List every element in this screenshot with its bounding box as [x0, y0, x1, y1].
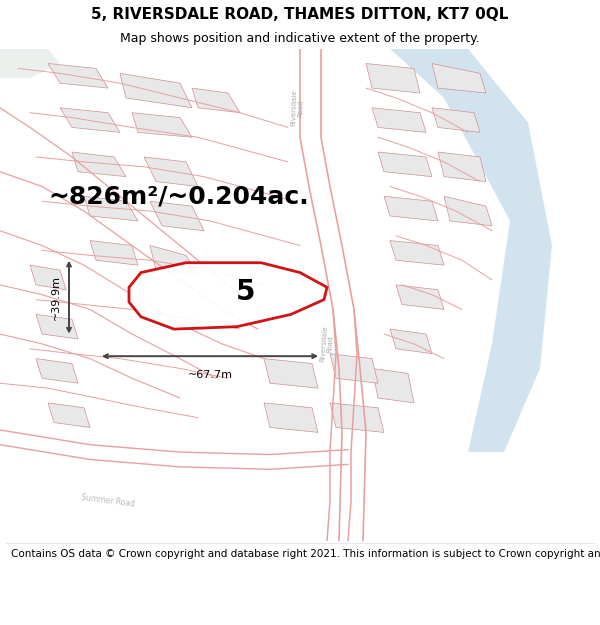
- Polygon shape: [48, 64, 108, 88]
- Text: Contains OS data © Crown copyright and database right 2021. This information is : Contains OS data © Crown copyright and d…: [11, 549, 600, 559]
- Polygon shape: [432, 64, 486, 93]
- Polygon shape: [192, 88, 240, 112]
- Polygon shape: [36, 359, 78, 383]
- Polygon shape: [264, 403, 318, 432]
- Polygon shape: [150, 246, 198, 275]
- Text: ~39.9m: ~39.9m: [51, 274, 61, 319]
- Polygon shape: [72, 152, 126, 177]
- Polygon shape: [396, 285, 444, 309]
- Text: ~826m²/~0.204ac.: ~826m²/~0.204ac.: [48, 184, 308, 208]
- Polygon shape: [144, 157, 198, 186]
- Polygon shape: [48, 403, 90, 428]
- Polygon shape: [90, 241, 138, 265]
- Polygon shape: [84, 196, 138, 221]
- Text: 5: 5: [236, 278, 256, 306]
- Polygon shape: [264, 359, 318, 388]
- Polygon shape: [384, 196, 438, 221]
- Polygon shape: [129, 262, 327, 329]
- Polygon shape: [30, 265, 66, 290]
- Polygon shape: [330, 403, 384, 432]
- Polygon shape: [372, 369, 414, 403]
- Polygon shape: [330, 354, 378, 383]
- Polygon shape: [132, 112, 192, 138]
- Polygon shape: [150, 201, 204, 231]
- Polygon shape: [390, 241, 444, 265]
- Text: Riversdale
Road: Riversdale Road: [290, 89, 304, 126]
- Polygon shape: [372, 107, 426, 132]
- Polygon shape: [60, 107, 120, 132]
- Polygon shape: [390, 49, 552, 452]
- Polygon shape: [444, 196, 492, 226]
- Polygon shape: [36, 314, 78, 339]
- Polygon shape: [438, 152, 486, 181]
- Polygon shape: [390, 329, 432, 354]
- Text: Riversdale
Road: Riversdale Road: [319, 325, 335, 362]
- Polygon shape: [378, 152, 432, 177]
- Text: 5, RIVERSDALE ROAD, THAMES DITTON, KT7 0QL: 5, RIVERSDALE ROAD, THAMES DITTON, KT7 0…: [91, 7, 509, 22]
- Text: ~67.7m: ~67.7m: [188, 370, 233, 380]
- Polygon shape: [432, 107, 480, 132]
- Polygon shape: [366, 64, 420, 93]
- Text: Summer Road: Summer Road: [81, 494, 135, 509]
- Polygon shape: [120, 73, 192, 107]
- Text: Map shows position and indicative extent of the property.: Map shows position and indicative extent…: [120, 31, 480, 44]
- Polygon shape: [0, 49, 60, 78]
